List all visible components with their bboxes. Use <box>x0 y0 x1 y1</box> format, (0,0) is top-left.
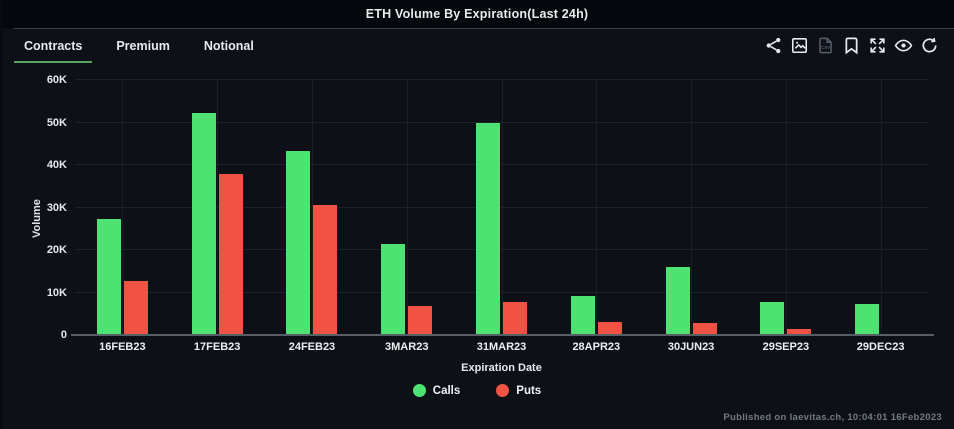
gridline-vertical <box>501 80 503 335</box>
puts-bar-30jun23[interactable] <box>692 322 717 335</box>
x-axis-ticks: 16FEB23 17FEB23 24FEB23 3MAR23 31MAR23 28APR2… <box>75 341 928 353</box>
puts-bar-16feb23[interactable] <box>123 280 148 335</box>
x-tick-label: 3MAR23 <box>385 341 429 353</box>
puts-bar-31mar23[interactable] <box>503 301 528 335</box>
y-tick-label: 10K <box>46 286 67 299</box>
gridline-vertical <box>880 80 882 335</box>
x-tick-label: 28APR23 <box>572 341 621 353</box>
calls-bar-30jun23[interactable] <box>665 267 690 335</box>
calls-bar-29dec23[interactable] <box>855 304 880 335</box>
calls-bar-16feb23[interactable] <box>96 218 121 335</box>
gridline-horizontal <box>75 249 928 250</box>
gridline-vertical <box>311 80 313 335</box>
legend-dot-puts <box>496 384 510 397</box>
y-tick-label: 0 <box>60 329 67 341</box>
chart-legend: Calls Puts <box>0 384 954 397</box>
y-tick-label: 40K <box>46 159 67 171</box>
category-16feb23 <box>75 80 170 335</box>
gridline-horizontal <box>75 164 928 165</box>
category-31mar23 <box>454 80 549 335</box>
y-tick-label: 50K <box>46 116 67 129</box>
category-29sep23 <box>738 80 833 335</box>
y-tick-label: 20K <box>46 244 67 256</box>
tab-bar: Contracts Premium Notional <box>14 29 278 63</box>
publish-footer: Published on laevitas.ch, 10:04:01 16Feb… <box>723 412 942 423</box>
title-separator <box>14 28 954 29</box>
gridline-horizontal <box>75 121 928 123</box>
gridline-horizontal <box>75 79 928 80</box>
tab-contracts[interactable]: Contracts <box>14 30 93 63</box>
category-30jun23 <box>644 80 739 335</box>
chart-region: Volume 0 10K 20K 30K 40K 50K 60K 16FEB23 17FEB2… <box>0 74 954 397</box>
category-3mar23 <box>359 80 454 335</box>
left-edge-strip <box>0 0 3 429</box>
puts-bar-17feb23[interactable] <box>218 173 243 335</box>
x-axis-title: Expiration Date <box>461 362 542 374</box>
refresh-icon[interactable] <box>919 35 940 56</box>
category-29dec23 <box>833 80 928 335</box>
eye-icon[interactable] <box>893 35 914 56</box>
calls-bar-24feb23[interactable] <box>286 150 311 335</box>
calls-bar-29sep23[interactable] <box>760 302 785 335</box>
category-columns <box>75 80 928 335</box>
x-tick-label: 31MAR23 <box>476 341 527 353</box>
y-tick-label: 30K <box>46 201 67 214</box>
gridline-vertical <box>691 80 693 335</box>
chart-title-bar: ETH Volume By Expiration(Last 24h) <box>0 0 954 28</box>
legend-item-puts[interactable]: Puts <box>496 384 541 397</box>
calls-bar-28apr23[interactable] <box>570 296 595 335</box>
legend-label: Calls <box>432 384 461 397</box>
gridline-vertical <box>406 80 408 335</box>
gridline-horizontal <box>75 291 928 293</box>
y-axis-ticks: 0 10K 20K 30K 40K 50K 60K <box>27 74 67 341</box>
fullscreen-icon[interactable] <box>867 35 888 56</box>
chart-title: ETH Volume By Expiration(Last 24h) <box>365 7 589 21</box>
x-axis-line <box>71 334 934 336</box>
toolbar-row: Contracts Premium Notional CSV <box>0 29 954 63</box>
calls-bar-31mar23[interactable] <box>476 123 501 335</box>
x-tick-label: 30JUN23 <box>667 341 715 353</box>
svg-text:CSV: CSV <box>821 45 830 50</box>
puts-bar-24feb23[interactable] <box>313 204 338 335</box>
bookmark-icon[interactable] <box>841 35 862 56</box>
legend-dot-calls <box>412 384 426 397</box>
export-image-icon[interactable] <box>789 35 810 56</box>
gridline-vertical <box>217 80 219 335</box>
puts-bar-29sep23[interactable] <box>787 328 812 335</box>
toolbar-icons: CSV <box>763 35 940 56</box>
x-tick-label: 24FEB23 <box>288 341 336 353</box>
x-tick-label: 29SEP23 <box>762 341 810 353</box>
category-28apr23 <box>549 80 644 335</box>
plot-wrap: 0 10K 20K 30K 40K 50K 60K <box>47 74 934 341</box>
y-tick-label: 60K <box>46 74 67 86</box>
category-24feb23 <box>265 80 360 335</box>
calls-bar-17feb23[interactable] <box>191 112 216 335</box>
share-icon[interactable] <box>763 35 784 56</box>
puts-bar-3mar23[interactable] <box>408 305 433 335</box>
export-csv-icon[interactable]: CSV <box>815 35 836 56</box>
tab-premium[interactable]: Premium <box>116 38 170 53</box>
plot-area <box>71 79 934 336</box>
gridline-vertical <box>122 80 124 335</box>
x-tick-label: 16FEB23 <box>99 341 146 353</box>
gridline-horizontal <box>75 206 928 208</box>
gridline-vertical <box>596 80 598 335</box>
legend-item-calls[interactable]: Calls <box>412 384 461 397</box>
x-tick-label: 29DEC23 <box>856 341 905 353</box>
legend-label: Puts <box>516 384 542 397</box>
x-tick-label: 17FEB23 <box>193 341 241 353</box>
calls-bar-3mar23[interactable] <box>381 244 406 335</box>
tab-notional[interactable]: Notional <box>203 38 254 53</box>
gridline-vertical <box>785 80 787 335</box>
puts-bar-28apr23[interactable] <box>597 321 622 335</box>
category-17feb23 <box>170 80 265 335</box>
